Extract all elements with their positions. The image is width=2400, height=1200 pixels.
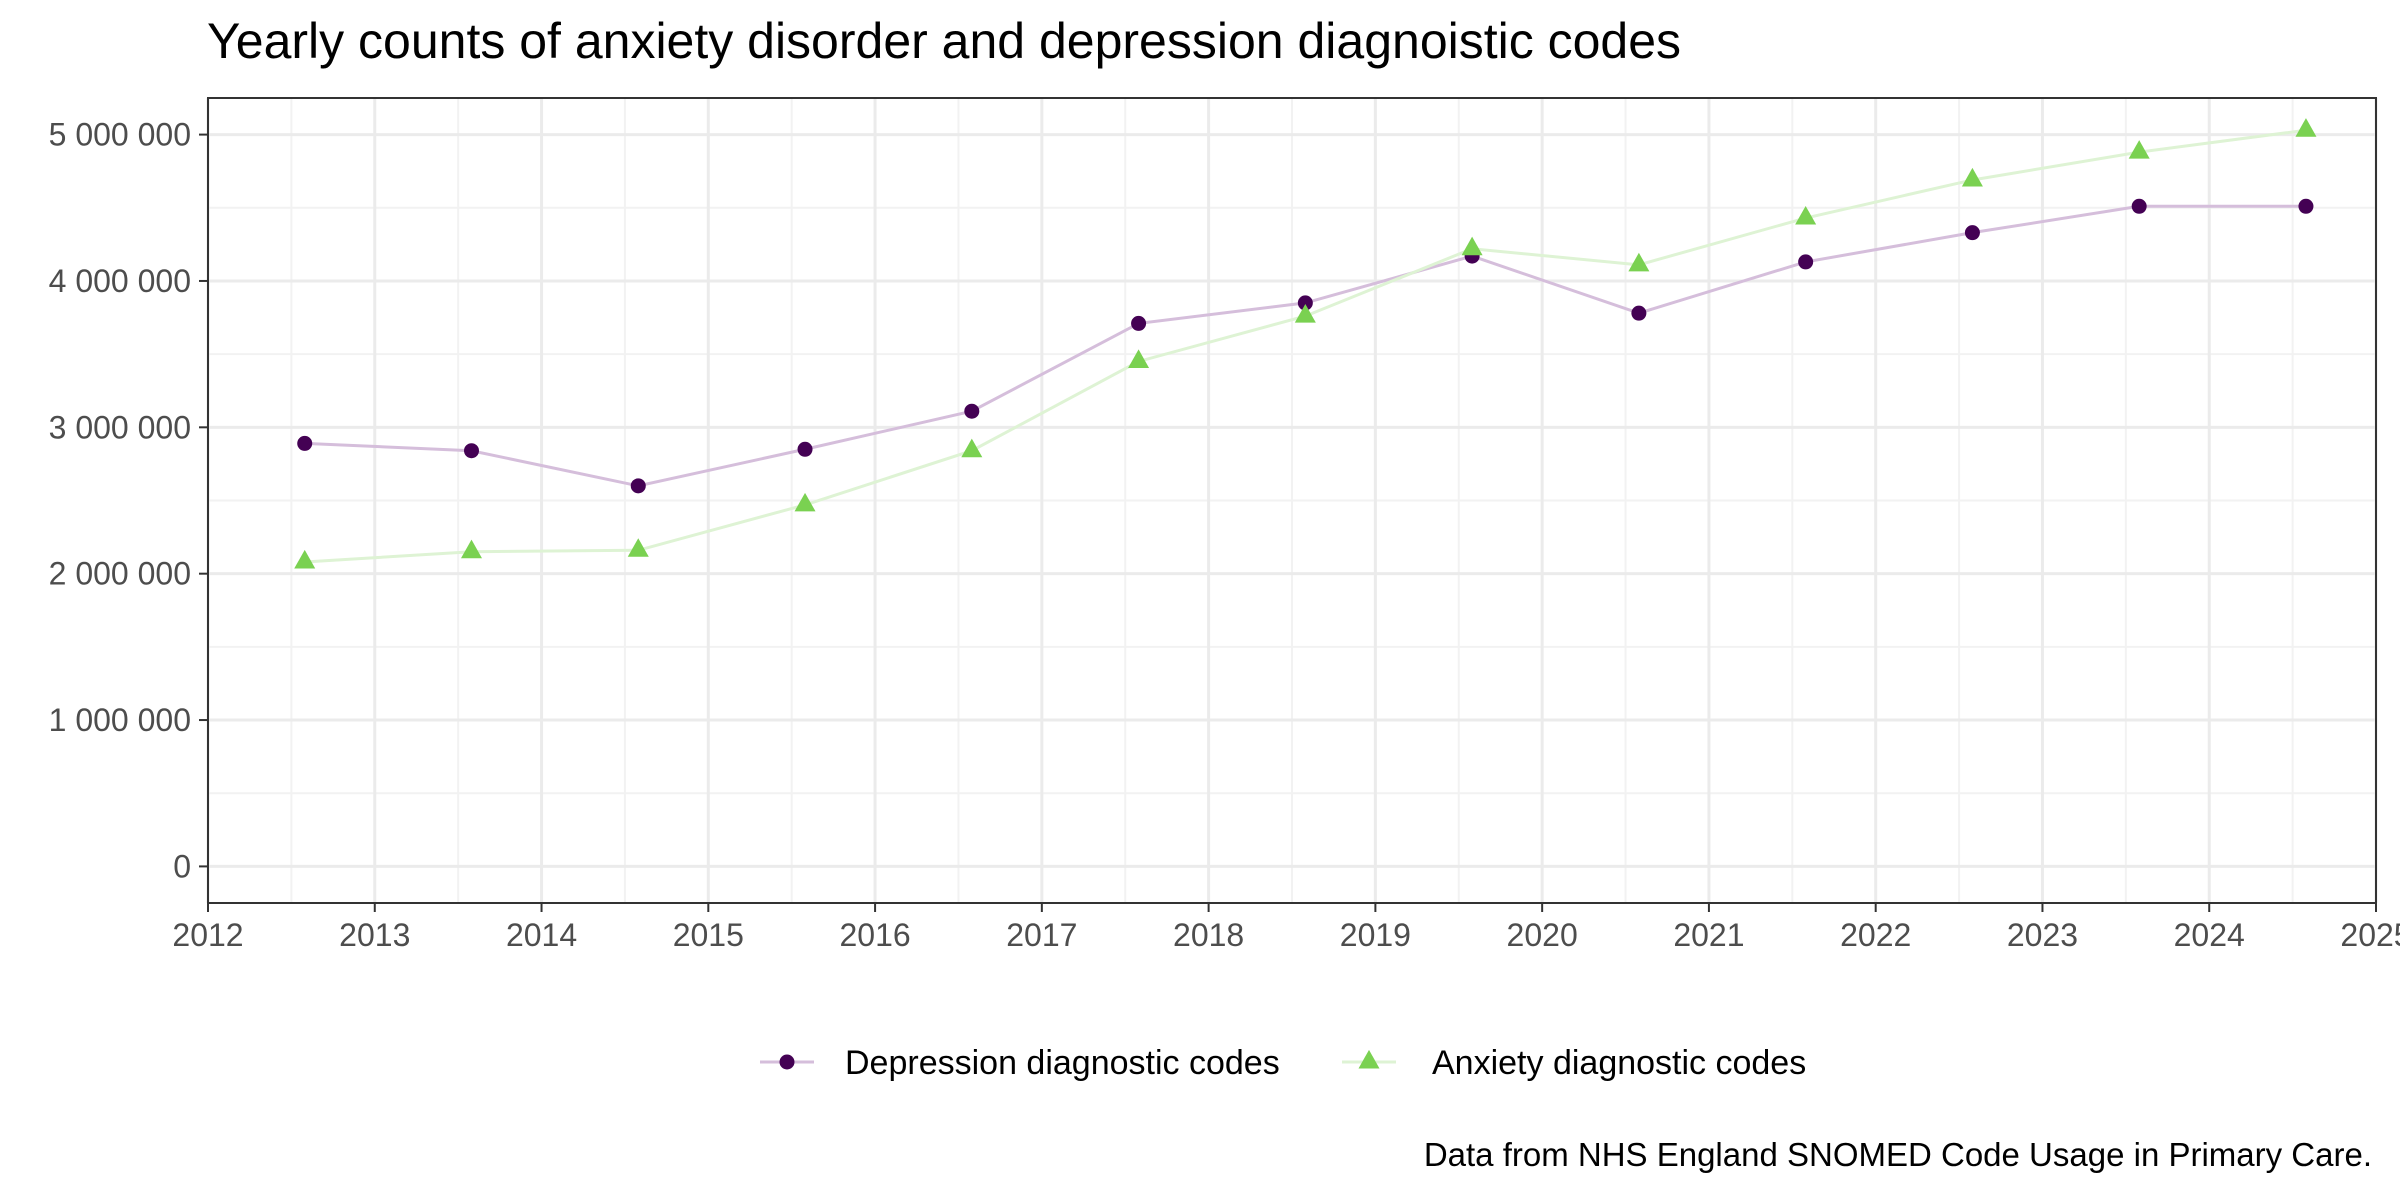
y-tick-label: 2 000 000 (49, 556, 191, 592)
x-tick-label: 2024 (2174, 917, 2245, 953)
x-tick-label: 2014 (506, 917, 577, 953)
x-tick-label: 2020 (1507, 917, 1578, 953)
data-point-depression (797, 441, 813, 457)
data-point-anxiety (1628, 252, 1650, 272)
y-tick-label: 1 000 000 (49, 702, 191, 738)
data-point-depression (1631, 305, 1647, 321)
data-point-depression (964, 403, 980, 419)
x-tick-label: 2021 (1673, 917, 1744, 953)
axes: 2012 2013 2014 2015 2016 2017 2018 2019 2020 2021… (49, 117, 2400, 953)
data-point-depression (1798, 254, 1814, 270)
chart-caption: Data from NHS England SNOMED Code Usage … (1424, 1136, 2372, 1173)
data-point-depression (1131, 315, 1147, 331)
y-tick-label: 5 000 000 (49, 117, 191, 153)
x-tick-label: 2022 (1840, 917, 1911, 953)
y-tick-label: 3 000 000 (49, 409, 191, 445)
x-tick-label: 2016 (839, 917, 910, 953)
data-point-depression (297, 435, 313, 451)
data-point-anxiety (1795, 205, 1817, 225)
data-point-anxiety (294, 549, 316, 569)
legend-label-depression: Depression diagnostic codes (845, 1044, 1280, 1082)
data-point-anxiety (1961, 167, 1983, 187)
y-tick-label: 4 000 000 (49, 263, 191, 299)
x-tick-label: 2013 (339, 917, 410, 953)
data-point-anxiety (2295, 118, 2317, 137)
x-tick-label: 2015 (673, 917, 744, 953)
data-point-depression (2131, 198, 2147, 214)
data-point-anxiety (1294, 304, 1316, 323)
legend-key-marker-anxiety (1358, 1049, 1380, 1069)
plot-border (207, 97, 2377, 904)
data-point-depression (2298, 198, 2314, 214)
data-point-anxiety (961, 438, 983, 458)
x-tick-label: 2023 (2007, 917, 2078, 953)
x-tick-label: 2018 (1173, 917, 1244, 953)
legend-key-marker-depression (779, 1054, 795, 1070)
legend: Depression diagnostic codes Anxiety diagn… (760, 1044, 1806, 1082)
x-tick-label: 2012 (172, 917, 243, 953)
data-point-anxiety (2128, 140, 2150, 159)
data-point-depression (463, 443, 479, 459)
x-tick-label: 2025 (2340, 917, 2400, 953)
x-tick-label: 2019 (1340, 917, 1411, 953)
series-layer (294, 118, 2317, 569)
y-tick-label: 0 (173, 848, 191, 884)
data-point-anxiety (1128, 349, 1150, 368)
data-point-anxiety (794, 492, 816, 512)
data-point-depression (630, 478, 646, 494)
data-point-depression (1297, 295, 1313, 311)
chart-title: Yearly counts of anxiety disorder and de… (207, 13, 1681, 69)
data-point-anxiety (1461, 236, 1483, 256)
x-tick-label: 2017 (1006, 917, 1077, 953)
data-point-anxiety (627, 538, 649, 557)
data-point-anxiety (460, 539, 482, 559)
legend-label-anxiety: Anxiety diagnostic codes (1432, 1044, 1806, 1082)
data-point-depression (1964, 225, 1980, 241)
grid-lines (206, 98, 2378, 903)
